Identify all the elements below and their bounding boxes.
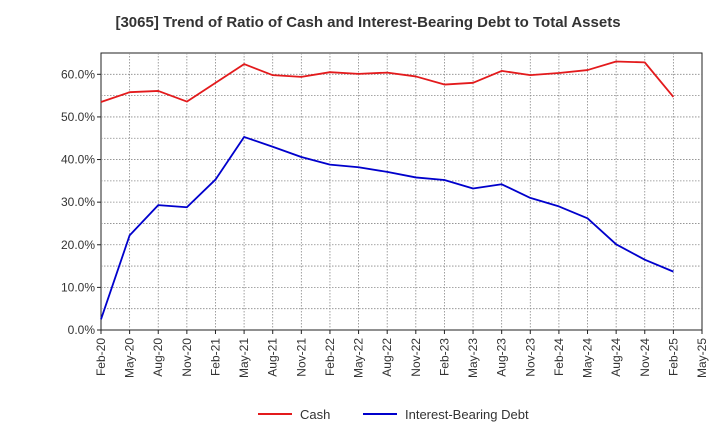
legend-label: Interest-Bearing Debt [405, 407, 529, 422]
x-tick-label: Nov-23 [523, 338, 537, 377]
x-tick-label: May-24 [581, 338, 595, 378]
y-tick-label: 30.0% [61, 195, 95, 209]
x-tick-label: Aug-21 [266, 338, 280, 377]
x-tick-label: Aug-23 [495, 338, 509, 377]
x-tick-label: May-25 [695, 338, 709, 378]
plot-area [100, 52, 703, 331]
y-tick-label: 20.0% [61, 238, 95, 252]
x-tick-label: Aug-20 [151, 338, 165, 377]
y-tick-label: 60.0% [61, 67, 95, 81]
y-tick-label: 0.0% [68, 323, 96, 337]
chart-title: [3065] Trend of Ratio of Cash and Intere… [115, 14, 620, 31]
legend: Cash Interest-Bearing Debt [258, 407, 529, 422]
x-tick-label: Feb-23 [437, 338, 451, 376]
x-tick-label: Nov-20 [180, 338, 194, 377]
y-tick-label: 10.0% [61, 280, 95, 294]
x-tick-label: Feb-25 [666, 338, 680, 376]
y-tick-label: 50.0% [61, 110, 95, 124]
x-tick-label: Feb-24 [552, 338, 566, 376]
x-tick-label: Aug-22 [380, 338, 394, 377]
series-lines [100, 60, 675, 320]
series-line-interest-bearing-debt [100, 136, 674, 320]
x-tick-label: Nov-21 [294, 338, 308, 377]
x-tick-label: Nov-22 [409, 338, 423, 377]
x-tick-label: Feb-21 [208, 338, 222, 376]
x-tick-label: May-23 [466, 338, 480, 378]
grid-lines [101, 53, 702, 330]
y-tick-label: 40.0% [61, 153, 95, 167]
x-tick-label: Aug-24 [609, 338, 623, 377]
x-tick-label: May-22 [352, 338, 366, 378]
x-tick-label: Feb-22 [323, 338, 337, 376]
x-tick-label: Feb-20 [94, 338, 108, 376]
series-line-cash [100, 60, 675, 103]
x-tick-label: May-21 [237, 338, 251, 378]
x-tick-label: May-20 [123, 338, 137, 378]
legend-label: Cash [300, 407, 330, 422]
axes: 0.0% 10.0% 20.0% 30.0% 40.0% 50.0% 60.0% Feb-20… [61, 67, 709, 378]
x-tick-label: Nov-24 [638, 338, 652, 377]
